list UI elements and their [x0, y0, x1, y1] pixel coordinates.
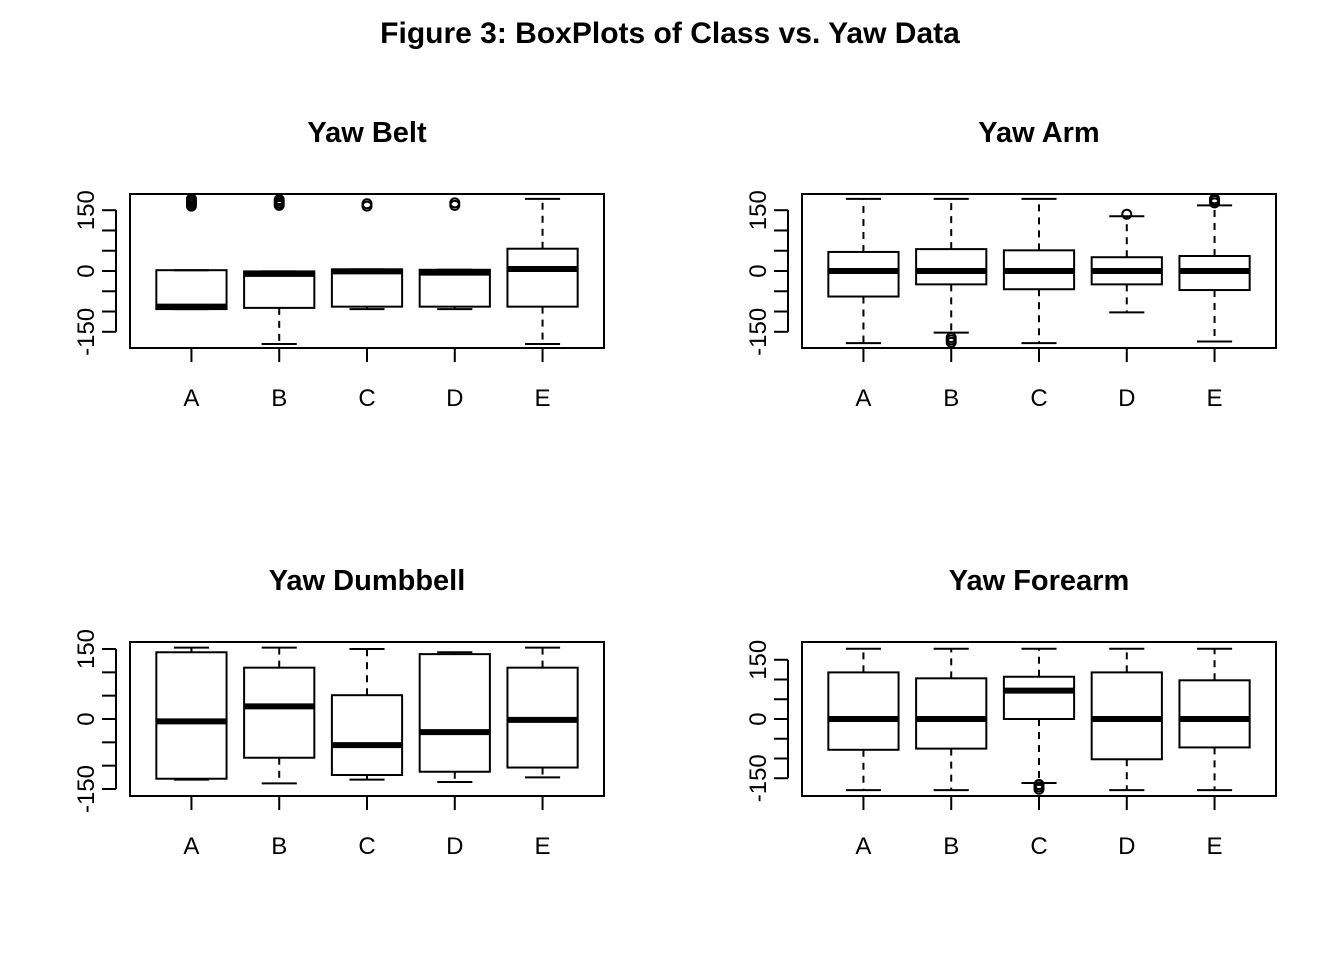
iqr-box — [915, 248, 988, 286]
x-tick-label: C — [358, 833, 375, 860]
box-C — [1002, 197, 1076, 345]
y-tick-label: 150 — [745, 640, 772, 680]
outlier-point — [449, 197, 461, 209]
y-tick-label: -150 — [745, 308, 772, 356]
box-A — [827, 647, 900, 792]
y-tick-label: -150 — [73, 765, 100, 813]
x-tick-label: B — [271, 833, 287, 860]
outlier-point — [273, 194, 285, 206]
y-tick-label: 0 — [745, 712, 772, 725]
box-D — [418, 651, 491, 783]
chart-panel-3: Yaw Dumbbell -150 0 150 A B C D E — [73, 565, 605, 860]
y-tick-label: 150 — [73, 190, 100, 230]
x-tick-label: A — [855, 833, 871, 860]
iqr-box — [330, 694, 404, 777]
outlier-point — [1121, 208, 1133, 220]
x-tick-label: A — [855, 385, 871, 412]
iqr-box — [330, 268, 404, 308]
x-tick-label: B — [271, 385, 287, 412]
box-E — [1178, 193, 1251, 343]
x-tick-label: E — [535, 385, 551, 412]
x-tick-label: E — [1207, 385, 1223, 412]
box-B — [915, 647, 988, 792]
iqr-box — [1178, 679, 1251, 749]
y-tick-label: 0 — [745, 264, 772, 277]
x-tick-label: C — [1030, 385, 1047, 412]
x-tick-label: D — [1118, 833, 1135, 860]
iqr-box — [155, 651, 228, 780]
panels-container: Yaw Belt -150 0 150 A B C D E Yaw Arm -150 0 150 A B C D… — [73, 117, 1277, 860]
y-tick-label: -150 — [745, 754, 772, 802]
box-E — [1178, 647, 1251, 792]
outlier-point — [185, 193, 197, 205]
outlier-point — [361, 198, 373, 210]
box-E — [506, 197, 579, 345]
x-tick-label: C — [358, 385, 375, 412]
box-B — [915, 197, 988, 348]
box-C — [1002, 647, 1076, 795]
chart-panel-4: Yaw Forearm -150 0 150 A B C D E — [745, 565, 1277, 860]
y-tick-label: 150 — [73, 629, 100, 669]
panel-title: Yaw Arm — [978, 117, 1099, 149]
box-C — [330, 198, 404, 311]
figure-title: Figure 3: BoxPlots of Class vs. Yaw Data — [380, 17, 960, 50]
y-tick-label: -150 — [73, 308, 100, 356]
y-tick-label: 0 — [73, 264, 100, 277]
x-tick-label: D — [446, 385, 463, 412]
box-C — [330, 648, 404, 781]
iqr-box — [827, 671, 900, 751]
box-B — [243, 194, 316, 345]
x-tick-label: E — [1207, 833, 1223, 860]
iqr-box — [418, 653, 491, 773]
iqr-box — [1090, 671, 1163, 761]
box-D — [418, 197, 491, 311]
chart-panel-2: Yaw Arm -150 0 150 A B C D E — [745, 117, 1277, 412]
iqr-box — [243, 666, 316, 759]
panel-title: Yaw Forearm — [949, 565, 1130, 597]
iqr-box — [827, 250, 900, 298]
iqr-box — [915, 677, 988, 750]
y-tick-label: 0 — [73, 712, 100, 725]
x-tick-label: A — [183, 833, 199, 860]
x-tick-label: D — [1118, 385, 1135, 412]
box-A — [155, 646, 228, 781]
box-D — [1090, 208, 1163, 314]
panel-title: Yaw Dumbbell — [269, 565, 466, 597]
box-B — [243, 646, 316, 785]
x-tick-label: D — [446, 833, 463, 860]
iqr-box — [1002, 675, 1076, 720]
x-tick-label: B — [943, 833, 959, 860]
outlier-point — [1033, 783, 1045, 795]
box-D — [1090, 647, 1163, 792]
iqr-box — [243, 270, 316, 309]
x-tick-label: B — [943, 385, 959, 412]
box-A — [827, 197, 900, 345]
box-E — [506, 646, 579, 779]
x-tick-label: A — [183, 385, 199, 412]
iqr-box — [155, 269, 228, 311]
outlier-point — [945, 336, 957, 348]
outlier-point — [1209, 193, 1221, 205]
y-tick-label: 150 — [745, 190, 772, 230]
iqr-box — [506, 247, 579, 308]
x-tick-label: E — [535, 833, 551, 860]
x-tick-label: C — [1030, 833, 1047, 860]
box-A — [155, 193, 228, 311]
panel-title: Yaw Belt — [307, 117, 427, 149]
chart-panel-1: Yaw Belt -150 0 150 A B C D E — [73, 117, 605, 412]
